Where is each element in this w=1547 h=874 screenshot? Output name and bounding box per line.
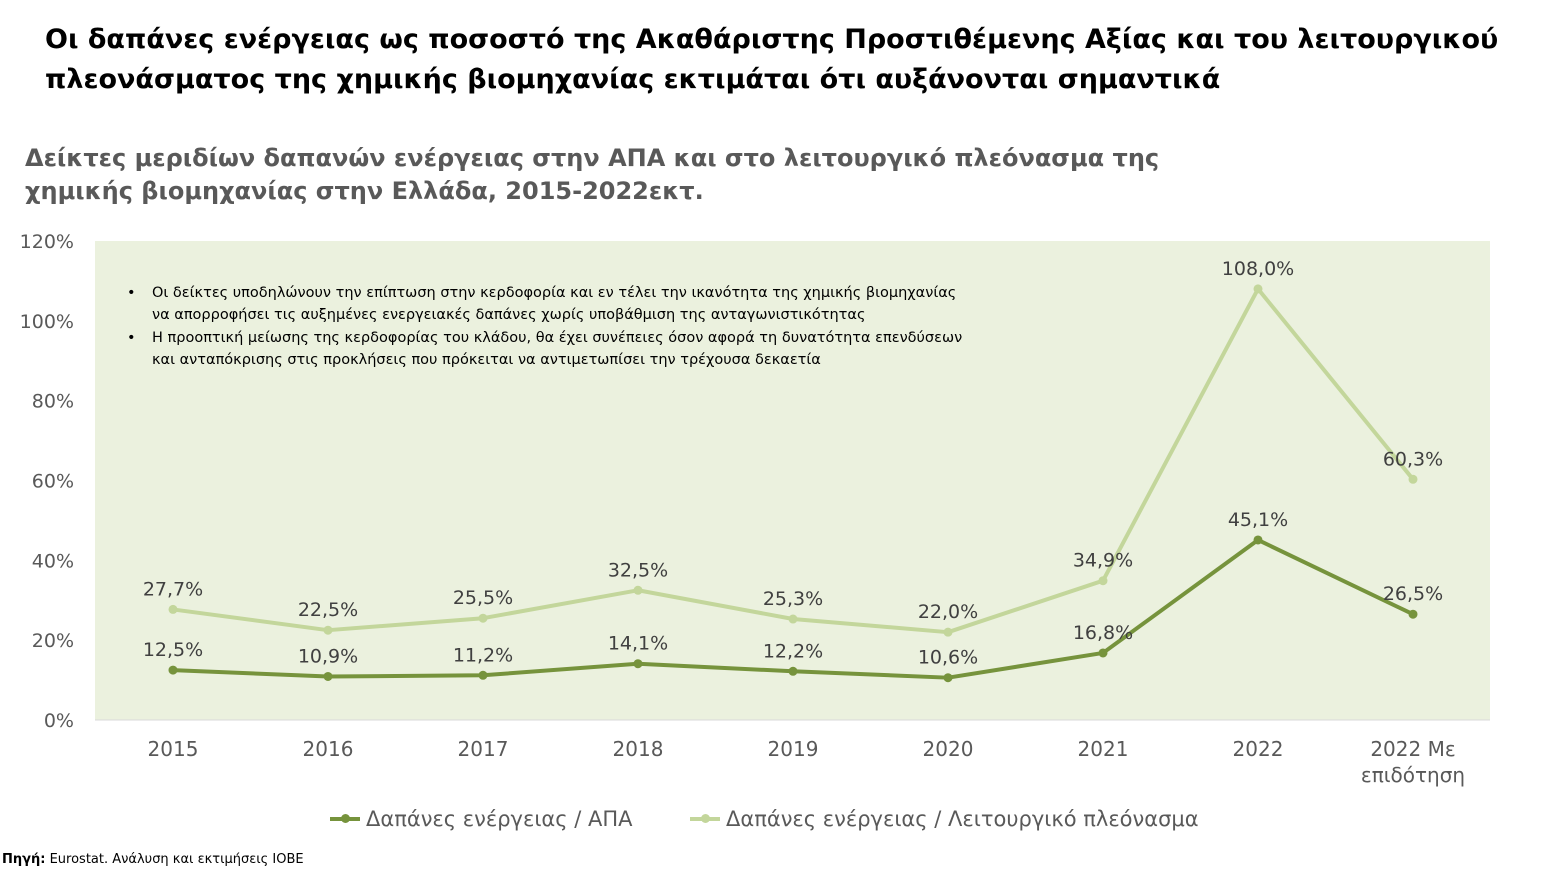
chart-title: Δείκτες μεριδίων δαπανών ενέργειας στην … <box>25 144 1160 205</box>
legend-item-energy-surplus: Δαπάνες ενέργειας / Λειτουργικό πλεόνασμ… <box>690 805 1199 833</box>
data-point <box>943 627 953 637</box>
data-label: 16,8% <box>1073 622 1133 644</box>
data-point <box>633 585 643 595</box>
data-label: 108,0% <box>1222 258 1294 280</box>
data-label: 60,3% <box>1383 448 1443 470</box>
x-tick-label: 2020 <box>923 737 974 761</box>
data-point <box>1098 576 1108 586</box>
y-tick-label: 20% <box>32 630 74 652</box>
legend-swatch-light <box>690 814 720 823</box>
x-tick-label: 2022 <box>1233 737 1284 761</box>
source-note: Πηγή: Eurostat. Ανάλυση και εκτιμήσεις Ι… <box>2 852 304 867</box>
data-point <box>943 673 953 683</box>
y-tick-label: 0% <box>44 710 74 732</box>
x-tick-label: 2019 <box>768 737 819 761</box>
y-tick-label: 100% <box>20 311 74 333</box>
x-tick-label: 2017 <box>458 737 509 761</box>
legend-item-energy-gva: Δαπάνες ενέργειας / ΑΠΑ <box>330 805 633 833</box>
legend-label: Δαπάνες ενέργειας / Λειτουργικό πλεόνασμ… <box>726 807 1199 831</box>
note-item: Η προοπτική μείωσης της κερδοφορίας του … <box>127 327 977 372</box>
data-label: 25,3% <box>763 588 823 610</box>
data-point <box>168 604 178 614</box>
data-label: 11,2% <box>453 644 513 666</box>
data-label: 22,5% <box>298 599 358 621</box>
data-label: 22,0% <box>918 601 978 623</box>
data-point <box>1098 648 1108 658</box>
x-axis: 2015 2016 2017 2018 2019 2020 2021 2022 2022 Με ε… <box>148 737 1466 787</box>
data-label: 12,2% <box>763 640 823 662</box>
data-label: 25,5% <box>453 587 513 609</box>
y-tick-label: 80% <box>32 391 74 413</box>
x-tick-label: 2022 Με επιδότηση <box>1361 737 1465 787</box>
y-tick-label: 40% <box>32 550 74 572</box>
data-point <box>168 665 178 675</box>
data-point <box>1253 535 1263 545</box>
data-label: 10,6% <box>918 647 978 669</box>
y-axis: 0% 20% 40% 60% 80% 100% 120% <box>20 231 74 732</box>
data-point <box>478 670 488 680</box>
data-label: 45,1% <box>1228 509 1288 531</box>
data-label: 12,5% <box>143 639 203 661</box>
data-point <box>1408 609 1418 619</box>
headline: Οι δαπάνες ενέργειας ως ποσοστό της Ακαθ… <box>45 24 1499 95</box>
x-tick-label: 2016 <box>303 737 354 761</box>
y-tick-label: 60% <box>32 471 74 493</box>
x-tick-label: 2021 <box>1078 737 1129 761</box>
data-label: 34,9% <box>1073 550 1133 572</box>
source-label: Πηγή: <box>2 852 46 867</box>
x-tick-label: 2018 <box>613 737 664 761</box>
data-point <box>478 613 488 623</box>
data-point <box>633 659 643 669</box>
series-layer: 27,7% 22,5% 25,5% 32,5% 25,3% 22,0% 34,9% 108,0… <box>143 258 1443 683</box>
data-point <box>323 625 333 635</box>
data-label: 26,5% <box>1383 583 1443 605</box>
data-point <box>1408 474 1418 484</box>
data-label: 10,9% <box>298 645 358 667</box>
notes-list: Οι δείκτες υποδηλώνουν την επίπτωση στην… <box>127 282 977 371</box>
data-point <box>1253 284 1263 294</box>
legend-swatch-dark <box>330 814 360 823</box>
data-point <box>788 614 798 624</box>
data-point <box>788 666 798 676</box>
legend-label: Δαπάνες ενέργειας / ΑΠΑ <box>366 807 633 831</box>
data-point <box>323 671 333 681</box>
x-tick-label: 2015 <box>148 737 199 761</box>
data-label: 32,5% <box>608 559 668 581</box>
data-label: 27,7% <box>143 578 203 600</box>
source-text: Eurostat. Ανάλυση και εκτιμήσεις ΙΟΒΕ <box>49 852 304 867</box>
note-item: Οι δείκτες υποδηλώνουν την επίπτωση στην… <box>127 282 977 327</box>
y-tick-label: 120% <box>20 231 74 253</box>
data-label: 14,1% <box>608 633 668 655</box>
